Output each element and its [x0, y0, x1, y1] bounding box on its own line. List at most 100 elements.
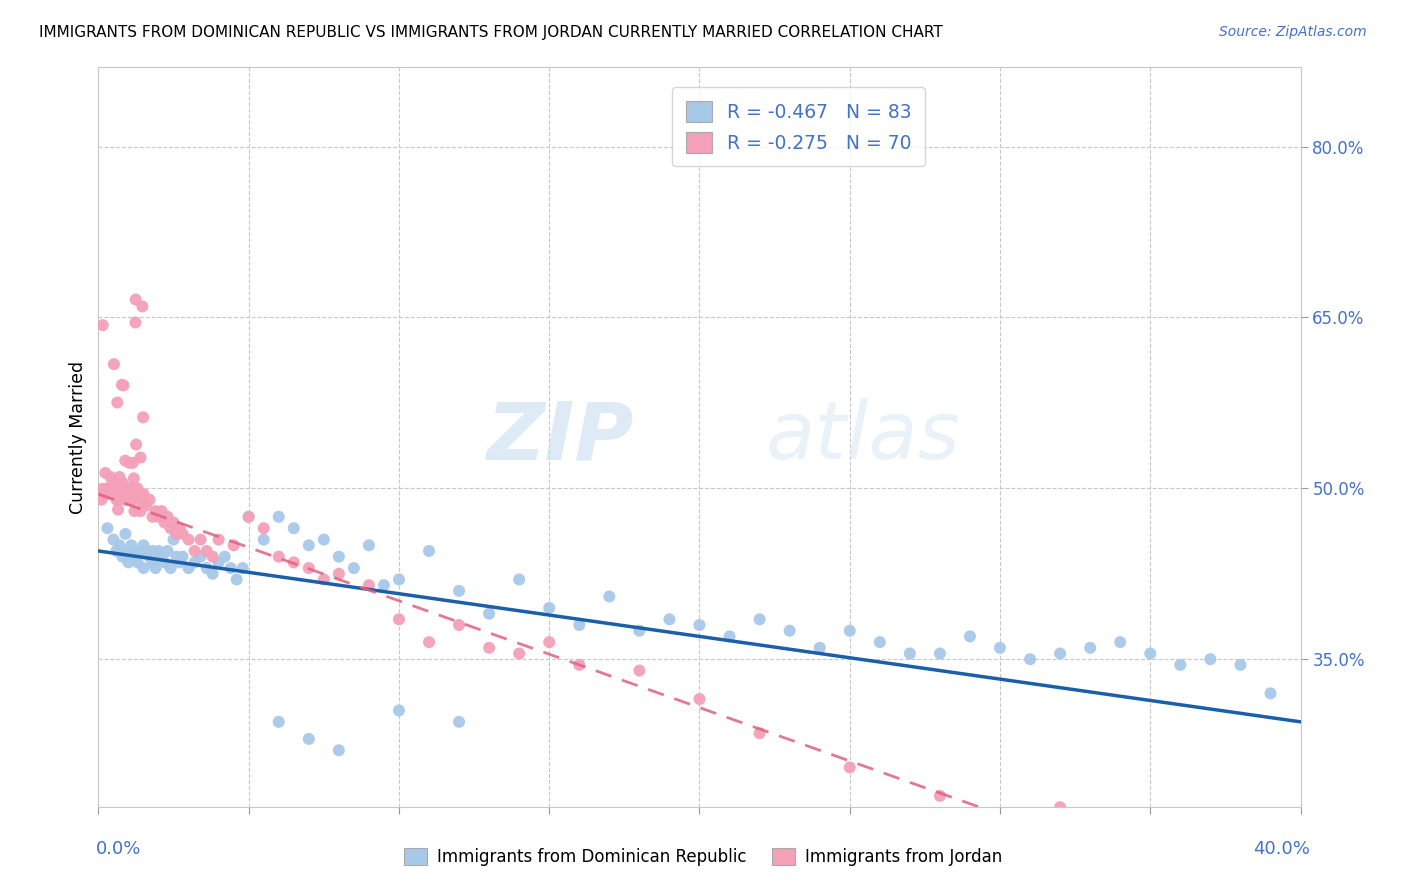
Point: [1078, 640, 1101, 655]
Point: [568, 618, 591, 632]
Point: [328, 743, 350, 757]
Point: [90, 482, 112, 496]
Point: [238, 509, 260, 524]
Point: [373, 578, 395, 592]
Point: [447, 714, 470, 729]
Point: [141, 509, 163, 524]
Point: [148, 509, 170, 524]
Point: [132, 410, 155, 425]
Point: [132, 538, 155, 552]
Point: [195, 561, 218, 575]
Point: [253, 533, 276, 547]
Point: [129, 504, 152, 518]
Point: [121, 456, 143, 470]
Point: [162, 516, 184, 530]
Point: [447, 618, 470, 632]
Point: [538, 601, 561, 615]
Point: [478, 607, 501, 621]
Point: [132, 499, 155, 513]
Point: [195, 544, 218, 558]
Point: [108, 538, 131, 552]
Point: [103, 357, 125, 371]
Point: [190, 549, 212, 564]
Point: [148, 544, 170, 558]
Point: [117, 555, 139, 569]
Point: [94, 466, 117, 480]
Point: [117, 492, 139, 507]
Point: [222, 538, 245, 552]
Text: 40.0%: 40.0%: [1254, 840, 1310, 858]
Legend: Immigrants from Dominican Republic, Immigrants from Jordan: Immigrants from Dominican Republic, Immi…: [396, 841, 1010, 873]
Point: [93, 483, 115, 497]
Point: [1170, 657, 1192, 672]
Point: [96, 481, 118, 495]
Legend: R = -0.467   N = 83, R = -0.275   N = 70: R = -0.467 N = 83, R = -0.275 N = 70: [672, 87, 925, 166]
Point: [267, 714, 290, 729]
Point: [121, 481, 143, 495]
Point: [219, 561, 242, 575]
Point: [418, 544, 440, 558]
Y-axis label: Currently Married: Currently Married: [69, 360, 87, 514]
Point: [127, 555, 149, 569]
Point: [238, 509, 260, 524]
Point: [129, 544, 152, 558]
Point: [96, 521, 118, 535]
Point: [96, 487, 118, 501]
Point: [201, 549, 224, 564]
Point: [105, 492, 128, 507]
Point: [135, 544, 157, 558]
Point: [114, 492, 136, 507]
Point: [172, 549, 194, 564]
Point: [127, 481, 149, 495]
Point: [688, 618, 710, 632]
Point: [208, 533, 231, 547]
Point: [718, 629, 741, 643]
Point: [108, 470, 131, 484]
Point: [105, 481, 128, 495]
Point: [162, 533, 184, 547]
Point: [156, 509, 179, 524]
Text: IMMIGRANTS FROM DOMINICAN REPUBLIC VS IMMIGRANTS FROM JORDAN CURRENTLY MARRIED C: IMMIGRANTS FROM DOMINICAN REPUBLIC VS IM…: [39, 25, 943, 40]
Point: [628, 624, 651, 638]
Point: [388, 703, 411, 717]
Point: [298, 731, 321, 746]
Point: [131, 300, 153, 314]
Point: [166, 549, 188, 564]
Point: [748, 612, 770, 626]
Point: [156, 544, 179, 558]
Point: [177, 561, 200, 575]
Point: [208, 555, 231, 569]
Point: [388, 573, 411, 587]
Point: [357, 538, 380, 552]
Point: [312, 533, 335, 547]
Point: [150, 549, 173, 564]
Text: atlas: atlas: [766, 398, 960, 476]
Point: [129, 487, 152, 501]
Point: [225, 573, 247, 587]
Point: [91, 318, 114, 333]
Point: [124, 293, 146, 307]
Point: [183, 555, 205, 569]
Point: [124, 316, 146, 330]
Point: [214, 549, 236, 564]
Point: [183, 544, 205, 558]
Point: [328, 549, 350, 564]
Point: [869, 635, 891, 649]
Point: [118, 456, 141, 470]
Point: [105, 395, 128, 409]
Point: [145, 561, 167, 575]
Point: [100, 470, 122, 484]
Point: [190, 533, 212, 547]
Point: [838, 760, 860, 774]
Point: [105, 544, 128, 558]
Point: [141, 544, 163, 558]
Point: [159, 561, 181, 575]
Point: [114, 453, 136, 467]
Point: [959, 629, 981, 643]
Point: [898, 647, 921, 661]
Point: [125, 437, 148, 451]
Point: [1199, 823, 1222, 838]
Point: [1049, 647, 1071, 661]
Point: [138, 549, 160, 564]
Point: [111, 475, 134, 490]
